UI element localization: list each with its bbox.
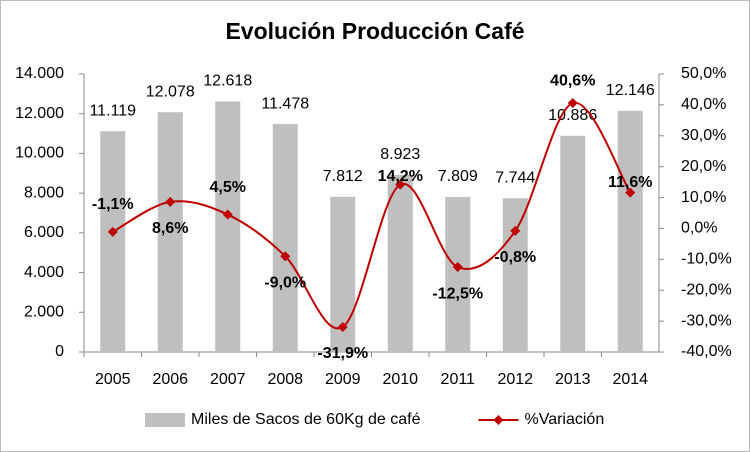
bar-value-label: 10.886 — [548, 107, 597, 124]
bar-value-label: 7.809 — [438, 168, 478, 185]
line-marker — [222, 209, 233, 220]
line-value-label: -12,5% — [432, 285, 483, 302]
chart-title: Evolución Producción Café — [225, 18, 524, 44]
y-tick-label: 12.000 — [15, 105, 64, 122]
line-marker — [395, 179, 406, 190]
x-tick-label: 2005 — [95, 371, 131, 388]
x-tick-label: 2012 — [497, 371, 533, 388]
y2-tick-label: 40,0% — [681, 96, 726, 113]
y-tick-label: 6.000 — [24, 224, 64, 241]
bar — [272, 124, 298, 352]
line — [112, 102, 632, 330]
line-marker — [107, 226, 118, 237]
bar-value-label: 7.744 — [495, 169, 535, 186]
line-value-label: -9,0% — [264, 274, 306, 291]
x-tick-label: 2008 — [267, 371, 303, 388]
x-tick-label: 2006 — [152, 371, 188, 388]
line-value-label: 4,5% — [210, 179, 246, 196]
line-marker — [510, 225, 521, 236]
line-marker — [625, 187, 636, 198]
y-tick-label: 10.000 — [15, 145, 64, 162]
x-tick-label: 2010 — [382, 371, 418, 388]
line-value-label: 14,2% — [378, 168, 423, 185]
line-value-label: -1,1% — [92, 196, 134, 213]
y2-tick-label: 20,0% — [681, 158, 726, 175]
bar-value-label: 12.078 — [146, 83, 195, 100]
y-tick-label: 2.000 — [24, 304, 64, 321]
x-tick-label: 2013 — [555, 371, 591, 388]
line-value-label: -31,9% — [317, 345, 368, 362]
bar — [617, 110, 643, 352]
line-marker — [567, 98, 578, 109]
bar-value-label: 8.923 — [380, 146, 420, 163]
bar-value-label: 11.478 — [261, 95, 309, 112]
y2-tick-label: 10,0% — [681, 189, 726, 206]
bar — [560, 135, 586, 352]
y-tick-label: 8.000 — [24, 184, 64, 201]
x-tick-label: 2007 — [210, 371, 246, 388]
y2-tick-label: 0,0% — [681, 220, 717, 237]
line-marker — [280, 251, 291, 262]
line-marker — [165, 196, 176, 207]
bar-value-label: 12.146 — [606, 82, 655, 99]
bar — [215, 101, 241, 353]
y2-tick-label: -30,0% — [681, 312, 732, 329]
bar-value-label: 7.812 — [323, 168, 363, 185]
x-tick-label: 2014 — [612, 371, 648, 388]
bar — [445, 196, 471, 352]
line-value-label: -0,8% — [494, 249, 536, 266]
bar — [502, 198, 528, 352]
line-value-label: 11,6% — [608, 174, 652, 191]
bar — [100, 131, 126, 352]
legend-label: Miles de Sacos de 60Kg de café — [191, 411, 421, 428]
x-tick-label: 2011 — [441, 371, 476, 388]
line-value-label: 40,6% — [550, 72, 595, 89]
bar-value-label: 11.119 — [89, 102, 136, 119]
y-tick-label: 14.000 — [15, 65, 64, 82]
line-value-label: 8,6% — [152, 220, 188, 237]
y2-tick-label: -10,0% — [681, 251, 732, 268]
bar-value-label: 12.618 — [203, 73, 252, 90]
bar — [387, 174, 413, 352]
legend-marker — [493, 415, 504, 425]
y2-tick-label: -40,0% — [681, 343, 732, 360]
x-tick-label: 2009 — [325, 371, 361, 388]
y2-tick-label: -20,0% — [681, 281, 732, 298]
line-marker — [337, 321, 348, 332]
y-tick-label: 0 — [55, 343, 64, 360]
legend-label: %Variación — [524, 411, 604, 428]
y2-tick-label: 50,0% — [681, 65, 726, 82]
line-marker — [452, 262, 463, 273]
bar — [157, 112, 183, 352]
y-tick-label: 4.000 — [24, 264, 64, 281]
legend-swatch — [145, 413, 185, 427]
y2-tick-label: 30,0% — [681, 127, 726, 144]
